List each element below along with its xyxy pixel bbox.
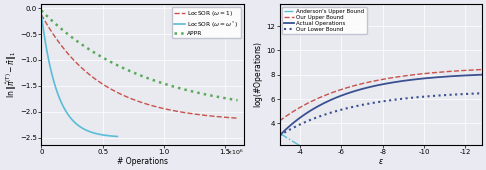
Our Lower Bound bbox=[397, 98, 402, 100]
Line: Our Lower Bound: Our Lower Bound bbox=[279, 93, 482, 135]
Actual Operations bbox=[277, 134, 282, 137]
Our Upper Bound bbox=[447, 70, 453, 72]
APPR bbox=[89, 50, 95, 52]
Actual Operations bbox=[397, 80, 403, 82]
Our Lower Bound bbox=[460, 93, 466, 95]
Legend: Anderson's Upper Bound, Our Upper Bound, Actual Operations, Our Lower Bound: Anderson's Upper Bound, Our Upper Bound,… bbox=[282, 7, 366, 34]
APPR bbox=[127, 70, 133, 72]
Our Upper Bound bbox=[479, 69, 485, 71]
Y-axis label: $\ln\|\hat{\pi}^{(T)} - \bar{\pi}\|_1$: $\ln\|\hat{\pi}^{(T)} - \bar{\pi}\|_1$ bbox=[4, 51, 18, 98]
Actual Operations bbox=[479, 74, 485, 76]
LocSOR $(\omega = 1)$ bbox=[170, 109, 175, 111]
LocSOR $(\omega = \omega^*)$ bbox=[107, 135, 113, 137]
Our Upper Bound bbox=[400, 75, 406, 77]
LocSOR $(\omega = \omega^*)$ bbox=[39, 15, 45, 18]
Line: Actual Operations: Actual Operations bbox=[279, 75, 482, 135]
LocSOR $(\omega = 1)$ bbox=[154, 106, 160, 108]
LocSOR $(\omega = 1)$ bbox=[186, 112, 192, 114]
Our Lower Bound bbox=[447, 94, 453, 96]
Line: LocSOR $(\omega = 1)$: LocSOR $(\omega = 1)$ bbox=[41, 14, 238, 118]
Actual Operations bbox=[447, 75, 453, 77]
Y-axis label: $\log(\#\mathrm{Operations})$: $\log(\#\mathrm{Operations})$ bbox=[252, 41, 265, 108]
Our Lower Bound bbox=[277, 134, 282, 137]
Our Upper Bound bbox=[278, 119, 283, 121]
Our Upper Bound bbox=[460, 70, 466, 72]
APPR bbox=[170, 85, 175, 87]
Anderson's Upper Bound bbox=[277, 132, 282, 134]
Our Lower Bound bbox=[397, 98, 403, 100]
Our Upper Bound bbox=[397, 75, 403, 78]
Line: Our Upper Bound: Our Upper Bound bbox=[279, 70, 482, 121]
LocSOR $(\omega = \omega^*)$ bbox=[84, 129, 89, 131]
Actual Operations bbox=[400, 80, 406, 82]
X-axis label: # Operations: # Operations bbox=[117, 157, 168, 166]
LocSOR $(\omega = 1)$ bbox=[38, 13, 44, 15]
APPR bbox=[38, 9, 44, 11]
Text: $\times10^6$: $\times10^6$ bbox=[226, 148, 243, 157]
LocSOR $(\omega = \omega^*)$ bbox=[84, 129, 89, 131]
Actual Operations bbox=[278, 134, 283, 136]
LocSOR $(\omega = 1)$ bbox=[89, 75, 95, 77]
Our Lower Bound bbox=[479, 92, 485, 94]
APPR bbox=[154, 80, 160, 82]
Our Lower Bound bbox=[278, 134, 283, 136]
X-axis label: $\epsilon$: $\epsilon$ bbox=[378, 157, 383, 166]
Our Upper Bound bbox=[277, 120, 282, 122]
LocSOR $(\omega = \omega^*)$ bbox=[114, 135, 120, 138]
Our Upper Bound bbox=[397, 76, 402, 78]
LocSOR $(\omega = \omega^*)$ bbox=[103, 134, 108, 136]
APPR bbox=[235, 99, 241, 101]
Line: LocSOR $(\omega = \omega^*)$: LocSOR $(\omega = \omega^*)$ bbox=[41, 14, 117, 137]
LocSOR $(\omega = 1)$ bbox=[127, 97, 133, 99]
Line: APPR: APPR bbox=[41, 10, 238, 100]
Line: Anderson's Upper Bound: Anderson's Upper Bound bbox=[279, 133, 482, 170]
Legend: LocSOR $(\omega = 1)$, LocSOR $(\omega = \omega^*)$, APPR: LocSOR $(\omega = 1)$, LocSOR $(\omega =… bbox=[172, 7, 241, 38]
APPR bbox=[73, 39, 79, 41]
Our Lower Bound bbox=[400, 98, 406, 100]
Anderson's Upper Bound bbox=[278, 132, 283, 134]
Actual Operations bbox=[397, 80, 402, 82]
Actual Operations bbox=[460, 74, 466, 76]
APPR bbox=[186, 90, 192, 92]
LocSOR $(\omega = \omega^*)$ bbox=[38, 13, 44, 15]
LocSOR $(\omega = 1)$ bbox=[73, 61, 79, 63]
LocSOR $(\omega = 1)$ bbox=[235, 117, 241, 119]
LocSOR $(\omega = \omega^*)$ bbox=[85, 130, 91, 132]
